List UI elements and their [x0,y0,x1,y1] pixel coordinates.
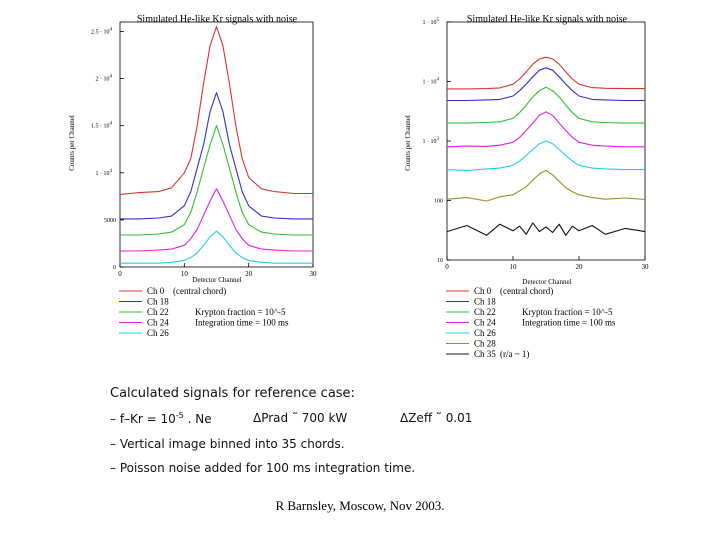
x-tick-label: 10 [510,263,518,271]
chart-title: Simulated He-like Kr signals with noise [467,14,628,25]
y-tick-label: 2.5 · 104 [91,27,113,35]
legend-label: Ch 28 [474,339,496,349]
series-line-ch-18 [447,67,645,102]
y-tick-label: 2 · 104 [96,75,113,83]
y-axis-label: Counts per Channel [404,115,412,171]
legend-label: Ch 22 [474,307,496,317]
series-line-ch-0 [447,56,645,90]
caption-fkr: – f–Kr = 10-5 . Ne [110,411,212,426]
caption-line-3: – Poisson noise added for 100 ms integra… [110,461,416,475]
legend-note: (central chord) [173,286,226,296]
legend-note: Integration time = 100 ms [522,318,616,328]
legend-label: Ch 24 [147,318,169,328]
x-tick-label: 0 [118,270,122,278]
legend-label: Ch 0 [474,286,492,296]
legend-label: Ch 18 [474,297,496,307]
plot-area: 0 10 20 30 0 5000 1 · 104 1.5 · 104 2 · 104 2.5 ·… [91,21,318,278]
series-line-ch-24 [120,188,313,252]
legend-label: Ch 26 [474,328,496,338]
chart-title: Simulated He-like Kr signals with noise [137,14,298,25]
legend-label: Ch 26 [147,328,169,338]
log-scale-chart: Simulated He-like Kr signals with noise … [404,14,650,359]
x-tick-label: 20 [576,263,584,271]
legend-note: (central chord) [500,286,553,296]
legend-note: Integration time = 100 ms [195,318,289,328]
series-line-ch-0 [119,26,313,195]
legend-note: Krypton fraction = 10^-5 [522,307,613,317]
series-line-ch-18 [120,92,313,220]
x-tick-label: 20 [245,270,253,278]
series-line-ch-24 [446,111,645,148]
legend-label: Ch 22 [147,307,169,317]
caption-zeff: ΔZeff ˜ 0.01 [400,411,473,425]
y-tick-label: 0 [113,265,116,271]
legend-note: (r/a ~ 1) [500,349,529,359]
y-tick-label: 1 · 104 [423,78,440,86]
caption-title: Calculated signals for reference case: [110,386,355,401]
y-axis-label: Counts per Channel [68,115,76,171]
series-line-ch-26 [120,230,313,264]
legend-note: Krypton fraction = 10^-5 [195,307,286,317]
caption-line-2: – Vertical image binned into 35 chords. [110,437,345,451]
y-tick-label: 1 · 103 [423,137,440,145]
y-tick-label: 5000 [104,218,116,224]
caption-prad: ΔPrad ˜ 700 kW [253,411,348,425]
y-tick-label: 10 [437,258,443,264]
series-line-ch-22 [120,125,313,236]
series-line-ch-28 [446,169,646,202]
legend-label: Ch 24 [474,318,496,328]
x-tick-label: 30 [310,270,318,278]
y-tick-label: 1.5 · 104 [91,122,113,130]
linear-scale-chart: Simulated He-like Kr signals with noise … [68,14,318,338]
x-tick-label: 30 [642,263,650,271]
y-tick-label: 1 · 104 [96,169,113,177]
series-line-ch-35 [446,222,646,236]
y-tick-label: 100 [434,199,443,205]
x-tick-label: 10 [181,270,189,278]
author-credit: R Barnsley, Moscow, Nov 2003. [275,498,445,513]
series-line-ch-22 [447,86,645,124]
series-line-ch-26 [446,140,645,171]
legend-label: Ch 35 [474,349,496,359]
legend-label: Ch 18 [147,297,169,307]
legend-label: Ch 0 [147,286,165,296]
y-tick-label: 1 · 105 [423,18,440,26]
plot-frame [119,21,314,268]
x-axis-label: Detector Channel [192,276,241,284]
x-tick-label: 0 [445,263,449,271]
x-axis-label: Detector Channel [522,278,571,286]
